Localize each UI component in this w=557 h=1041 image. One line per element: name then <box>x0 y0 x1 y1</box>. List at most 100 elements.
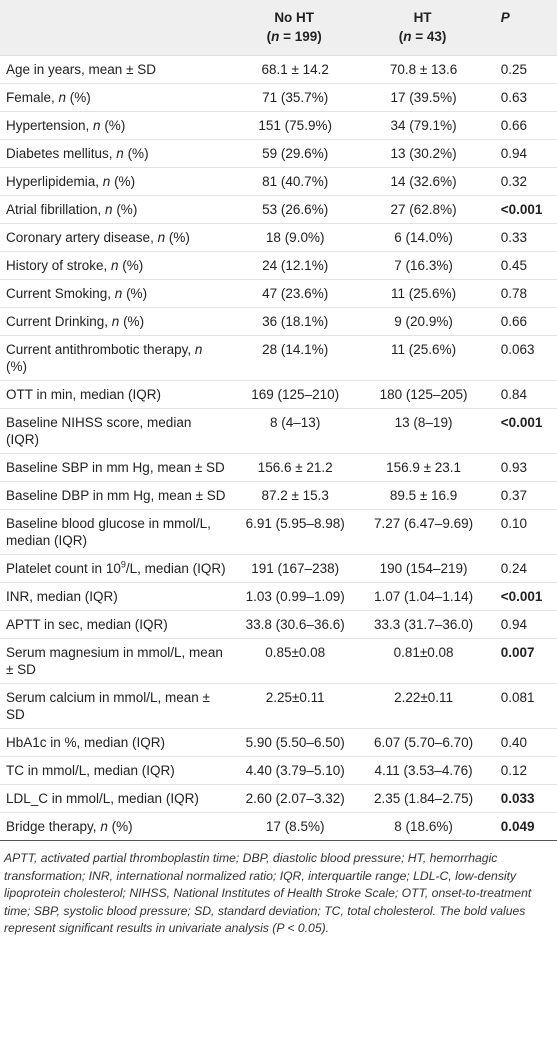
table-row: Baseline DBP in mm Hg, mean ± SD 87.2 ± 1… <box>0 481 557 510</box>
table-row: Serum magnesium in mmol/L, mean ± SD 0.85… <box>0 638 557 684</box>
value-cell: 28 (14.1%) <box>230 335 359 381</box>
value-cell: 87.2 ± 15.3 <box>230 481 359 510</box>
row-label: Diabetes mellitus, n (%) <box>0 139 230 168</box>
value-cell: 180 (125–205) <box>358 380 487 409</box>
table-row: Baseline blood glucose in mmol/L, median… <box>0 509 557 555</box>
value-cell: 2.22±0.11 <box>358 683 487 729</box>
italic-segment: n <box>111 314 120 329</box>
header-cell <box>0 0 230 56</box>
value-cell: 11 (25.6%) <box>358 279 487 308</box>
value-cell: 4.40 (3.79–5.10) <box>230 756 359 785</box>
text-segment: /L, median (IQR) <box>125 561 226 576</box>
text-segment: History of stroke, <box>6 258 112 273</box>
text-segment: INR, median (IQR) <box>6 589 118 604</box>
value-cell: 0.81±0.08 <box>358 638 487 684</box>
table-row: Current antithrombotic therapy, n (%) 28 … <box>0 335 557 381</box>
row-label: LDL_C in mmol/L, median (IQR) <box>0 784 230 813</box>
value-cell: 190 (154–219) <box>358 554 487 583</box>
column-title: HT <box>413 10 432 25</box>
italic-segment: n <box>271 29 280 44</box>
column-subtitle: (n = 199) <box>267 29 322 44</box>
column-subtitle: (n = 43) <box>399 29 447 44</box>
p-value: 0.049 <box>486 812 557 841</box>
p-value: 0.033 <box>486 784 557 813</box>
p-value: 0.12 <box>486 756 557 785</box>
row-label: Current Smoking, n (%) <box>0 279 230 308</box>
row-label: Hyperlipidemia, n (%) <box>0 167 230 196</box>
text-segment: Diabetes mellitus, <box>6 146 117 161</box>
text-segment: Baseline SBP in mm Hg, mean ± SD <box>6 460 225 475</box>
table-row: Bridge therapy, n (%) 17 (8.5%) 8 (18.6%) 0… <box>0 812 557 841</box>
text-segment: HbA1c in %, median (IQR) <box>6 735 166 750</box>
italic-segment: n <box>58 90 67 105</box>
text-segment: Current Drinking, <box>6 314 112 329</box>
row-label: Serum magnesium in mmol/L, mean ± SD <box>0 638 230 684</box>
row-label: OTT in min, median (IQR) <box>0 380 230 409</box>
data-table: No HT (n = 199) HT (n = 43) P Age in years, … <box>0 0 557 841</box>
value-cell: 5.90 (5.50–6.50) <box>230 728 359 757</box>
column-title: P <box>500 10 510 25</box>
superscript: 9 <box>120 559 126 570</box>
row-label: Coronary artery disease, n (%) <box>0 223 230 252</box>
table-row: LDL_C in mmol/L, median (IQR) 2.60 (2.07–… <box>0 784 557 813</box>
text-segment: Current antithrombotic therapy, <box>6 342 195 357</box>
p-value: 0.081 <box>486 683 557 729</box>
row-label: Platelet count in 109/L, median (IQR) <box>0 554 230 583</box>
row-label: Current Drinking, n (%) <box>0 307 230 336</box>
text-segment: Baseline blood glucose in mmol/L, median… <box>6 516 211 548</box>
table-header: No HT (n = 199) HT (n = 43) P <box>0 0 557 56</box>
value-cell: 68.1 ± 14.2 <box>230 55 359 84</box>
column-title: No HT <box>274 10 315 25</box>
italic-segment: n <box>93 118 101 133</box>
table-row: HbA1c in %, median (IQR) 5.90 (5.50–6.50)… <box>0 728 557 757</box>
text-segment: APTT in sec, median (IQR) <box>6 617 168 632</box>
value-cell: 7.27 (6.47–9.69) <box>358 509 487 555</box>
value-cell: 156.6 ± 21.2 <box>230 453 359 482</box>
table-row: Platelet count in 109/L, median (IQR) 191… <box>0 554 557 583</box>
text-segment: = 43) <box>411 29 447 44</box>
value-cell: 191 (167–238) <box>230 554 359 583</box>
p-value: 0.84 <box>486 380 557 409</box>
p-value: 0.94 <box>486 610 557 639</box>
italic-segment: n <box>157 230 166 245</box>
text-segment: (%) <box>165 230 190 245</box>
row-label: Serum calcium in mmol/L, mean ± SD <box>0 683 230 729</box>
text-segment: Hypertension, <box>6 118 94 133</box>
table-row: INR, median (IQR) 1.03 (0.99–1.09) 1.07 (1… <box>0 582 557 611</box>
value-cell: 14 (32.6%) <box>358 167 487 196</box>
table-row: Atrial fibrillation, n (%) 53 (26.6%) 27 (… <box>0 195 557 224</box>
value-cell: 6.07 (5.70–6.70) <box>358 728 487 757</box>
value-cell: 6.91 (5.95–8.98) <box>230 509 359 555</box>
value-cell: 89.5 ± 16.9 <box>358 481 487 510</box>
p-value: 0.24 <box>486 554 557 583</box>
value-cell: 27 (62.8%) <box>358 195 487 224</box>
value-cell: 13 (30.2%) <box>358 139 487 168</box>
table-row: Baseline SBP in mm Hg, mean ± SD 156.6 ± … <box>0 453 557 482</box>
value-cell: 33.8 (30.6–36.6) <box>230 610 359 639</box>
text-segment: (%) <box>100 118 126 133</box>
text-segment: Baseline DBP in mm Hg, mean ± SD <box>6 488 226 503</box>
p-value: 0.37 <box>486 481 557 510</box>
text-segment: LDL_C in mmol/L, median (IQR) <box>6 791 199 806</box>
value-cell: 2.35 (1.84–2.75) <box>358 784 487 813</box>
p-value: 0.78 <box>486 279 557 308</box>
p-value: 0.45 <box>486 251 557 280</box>
text-segment: (%) <box>123 146 149 161</box>
row-label: INR, median (IQR) <box>0 582 230 611</box>
text-segment: Age in years, mean ± SD <box>6 62 156 77</box>
text-segment: (%) <box>119 314 145 329</box>
row-label: Baseline blood glucose in mmol/L, median… <box>0 509 230 555</box>
p-value: 0.25 <box>486 55 557 84</box>
p-value: 0.66 <box>486 307 557 336</box>
italic-segment: n <box>403 29 412 44</box>
text-segment: ( <box>398 29 404 44</box>
table-row: Current Drinking, n (%) 36 (18.1%) 9 (20.9… <box>0 307 557 336</box>
value-cell: 34 (79.1%) <box>358 111 487 140</box>
italic-segment: n <box>114 286 123 301</box>
value-cell: 81 (40.7%) <box>230 167 359 196</box>
value-cell: 169 (125–210) <box>230 380 359 409</box>
table-row: Coronary artery disease, n (%) 18 (9.0%) 6… <box>0 223 557 252</box>
row-label: Age in years, mean ± SD <box>0 55 230 84</box>
text-segment: (%) <box>118 258 144 273</box>
